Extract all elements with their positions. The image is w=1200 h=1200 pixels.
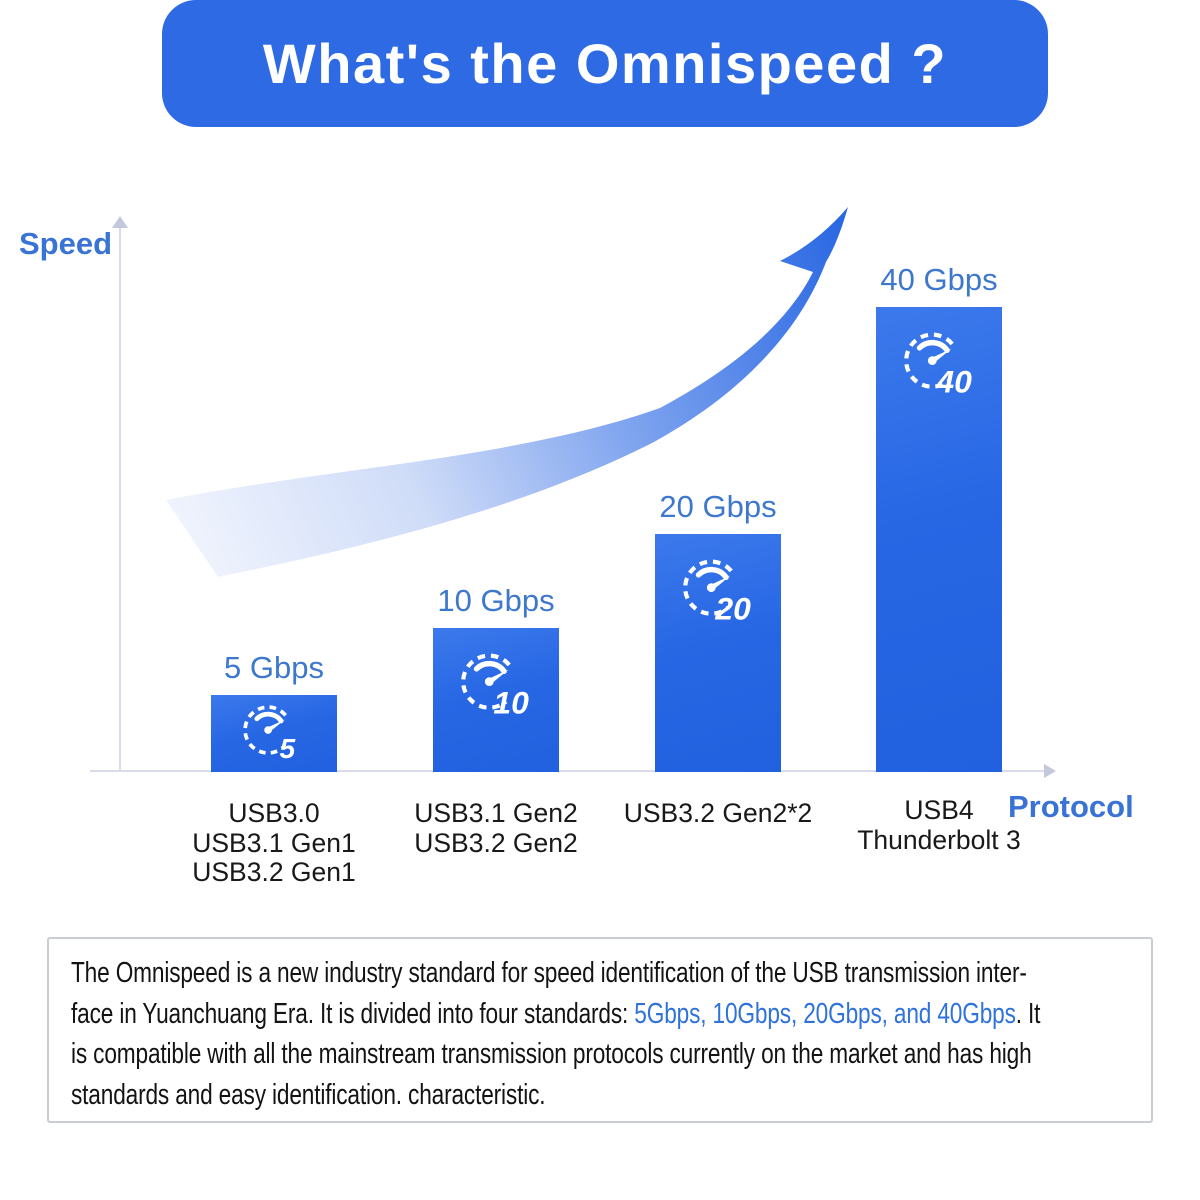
speedometer-icon: 5 bbox=[243, 705, 295, 764]
protocol-category-label: USB4 Thunderbolt 3 bbox=[857, 795, 1021, 855]
description-line: face in Yuanchuang Era. It is divided in… bbox=[71, 997, 1041, 1030]
protocol-axis-label: Protocol bbox=[1008, 789, 1134, 824]
protocol-category-label: USB3.1 Gen2 USB3.2 Gen2 bbox=[414, 798, 578, 858]
gauge-number: 10 bbox=[493, 685, 529, 721]
x-axis-arrow-icon bbox=[1044, 764, 1056, 778]
x-axis-line bbox=[90, 770, 1046, 772]
gauge-number: 20 bbox=[714, 591, 751, 627]
header-banner: What's the Omnispeed ? bbox=[162, 0, 1048, 127]
description-text: The Omnispeed is a new industry standard… bbox=[71, 953, 1168, 1115]
y-axis-line bbox=[119, 228, 121, 772]
y-axis-arrow-icon bbox=[112, 216, 128, 228]
gauge-number: 40 bbox=[935, 364, 972, 400]
gauge-number: 5 bbox=[279, 733, 295, 764]
description-line: standards and easy identification. chara… bbox=[71, 1078, 546, 1111]
bar-10gbps: 10 bbox=[433, 628, 559, 772]
speedometer-icon: 40 bbox=[904, 332, 972, 400]
description-line: The Omnispeed is a new industry standard… bbox=[71, 957, 1027, 989]
speedometer-icon: 20 bbox=[683, 559, 751, 627]
bar-5gbps: 5 bbox=[211, 695, 337, 772]
bar-40gbps: 40 bbox=[876, 307, 1002, 772]
bar-value-label: 40 Gbps bbox=[880, 262, 998, 297]
speedometer-icon: 10 bbox=[461, 653, 529, 721]
bar-20gbps: 20 bbox=[655, 534, 781, 772]
description-box: The Omnispeed is a new industry standard… bbox=[47, 937, 1153, 1123]
description-line: is compatible with all the mainstream tr… bbox=[71, 1038, 1032, 1070]
protocol-category-label: USB3.2 Gen2*2 bbox=[623, 798, 813, 828]
page-title: What's the Omnispeed ? bbox=[262, 32, 948, 95]
speed-axis-label: Speed bbox=[18, 226, 112, 261]
bar-value-label: 5 Gbps bbox=[224, 650, 324, 685]
bar-value-label: 10 Gbps bbox=[437, 583, 555, 618]
protocol-category-label: USB3.0 USB3.1 Gen1 USB3.2 Gen1 bbox=[192, 798, 356, 887]
bar-value-label: 20 Gbps bbox=[659, 489, 777, 524]
